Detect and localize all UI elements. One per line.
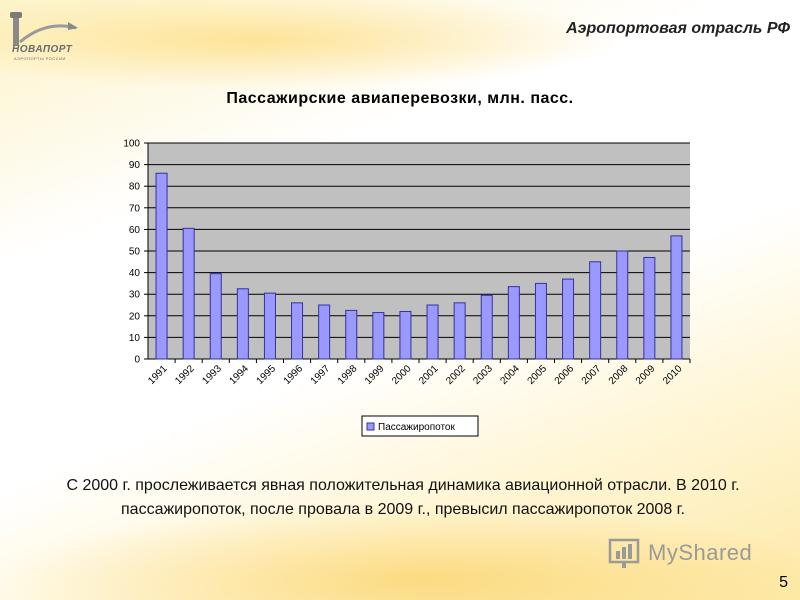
x-tick-label: 2003 xyxy=(471,363,495,387)
bar-2005 xyxy=(534,282,547,360)
x-tick-label: 1999 xyxy=(363,363,387,387)
bar-2000 xyxy=(399,310,412,360)
x-tick-label: 2008 xyxy=(607,363,631,387)
x-tick-label: 2009 xyxy=(634,363,658,387)
y-tick-label: 70 xyxy=(129,203,141,214)
header-title: Аэропортовая отрасль РФ xyxy=(566,20,790,37)
legend-box xyxy=(361,415,479,437)
page-number: 5 xyxy=(779,574,788,591)
logo-tower-icon xyxy=(10,12,78,46)
bar-1996 xyxy=(291,302,304,360)
x-tick-label: 1994 xyxy=(227,363,251,387)
bar-1999 xyxy=(372,312,385,360)
x-tick-label: 1998 xyxy=(336,363,360,387)
y-tick-label: 60 xyxy=(129,225,141,236)
x-tick-label: 2005 xyxy=(526,363,550,387)
description-text: С 2000 г. прослеживается явная положител… xyxy=(66,477,740,518)
legend-swatch xyxy=(366,422,375,431)
bar-2008 xyxy=(616,250,629,360)
company-logo xyxy=(6,8,86,68)
y-tick-label: 90 xyxy=(129,160,141,171)
watermark: MyShared xyxy=(606,536,766,572)
x-tick-label: 1993 xyxy=(200,363,224,387)
bar-2010 xyxy=(670,235,683,360)
x-tick-label: 1995 xyxy=(255,363,279,387)
watermark-text: MyShared xyxy=(648,540,753,565)
logo-text: НОВАПОРТ xyxy=(12,44,73,55)
bar-1991 xyxy=(155,172,168,360)
y-tick-label: 0 xyxy=(134,355,140,366)
bar-1993 xyxy=(209,273,222,360)
bar-2001 xyxy=(426,304,439,360)
background-swoosh-top xyxy=(0,0,800,120)
x-tick-label: 2001 xyxy=(417,363,441,387)
bar-1994 xyxy=(236,288,249,360)
x-tick-label: 1991 xyxy=(146,363,170,387)
y-tick-label: 50 xyxy=(129,247,141,258)
x-tick-label: 2006 xyxy=(553,363,577,387)
y-tick-label: 20 xyxy=(129,311,141,322)
bar-2006 xyxy=(562,278,575,360)
x-tick-label: 2000 xyxy=(390,363,414,387)
bar-1995 xyxy=(263,292,276,360)
y-tick-label: 80 xyxy=(129,182,141,193)
y-tick-label: 100 xyxy=(123,139,140,150)
y-tick-label: 40 xyxy=(129,268,141,279)
watermark-icon xyxy=(608,538,640,568)
legend-label: Пассажиропоток xyxy=(378,422,455,433)
x-tick-label: 2002 xyxy=(444,363,468,387)
bar-2003 xyxy=(480,294,493,360)
x-tick-label: 2010 xyxy=(661,363,685,387)
bar-2009 xyxy=(643,256,656,360)
x-tick-label: 1992 xyxy=(173,363,197,387)
bar-2007 xyxy=(589,261,602,360)
y-tick-label: 30 xyxy=(129,290,141,301)
bar-2004 xyxy=(507,286,520,360)
bar-1998 xyxy=(345,309,358,360)
chart-title: Пассажирские авиаперевозки, млн. пасс. xyxy=(226,90,574,107)
y-tick-label: 10 xyxy=(129,333,141,344)
bar-1992 xyxy=(182,227,195,360)
bar-1997 xyxy=(318,304,331,360)
logo-subtitle: АЭРОПОРТЫ РОССИИ xyxy=(14,56,66,61)
bar-2002 xyxy=(453,302,466,360)
x-tick-label: 1996 xyxy=(282,363,306,387)
x-tick-label: 2004 xyxy=(498,363,522,387)
x-tick-label: 2007 xyxy=(580,363,604,387)
x-tick-label: 1997 xyxy=(309,363,333,387)
